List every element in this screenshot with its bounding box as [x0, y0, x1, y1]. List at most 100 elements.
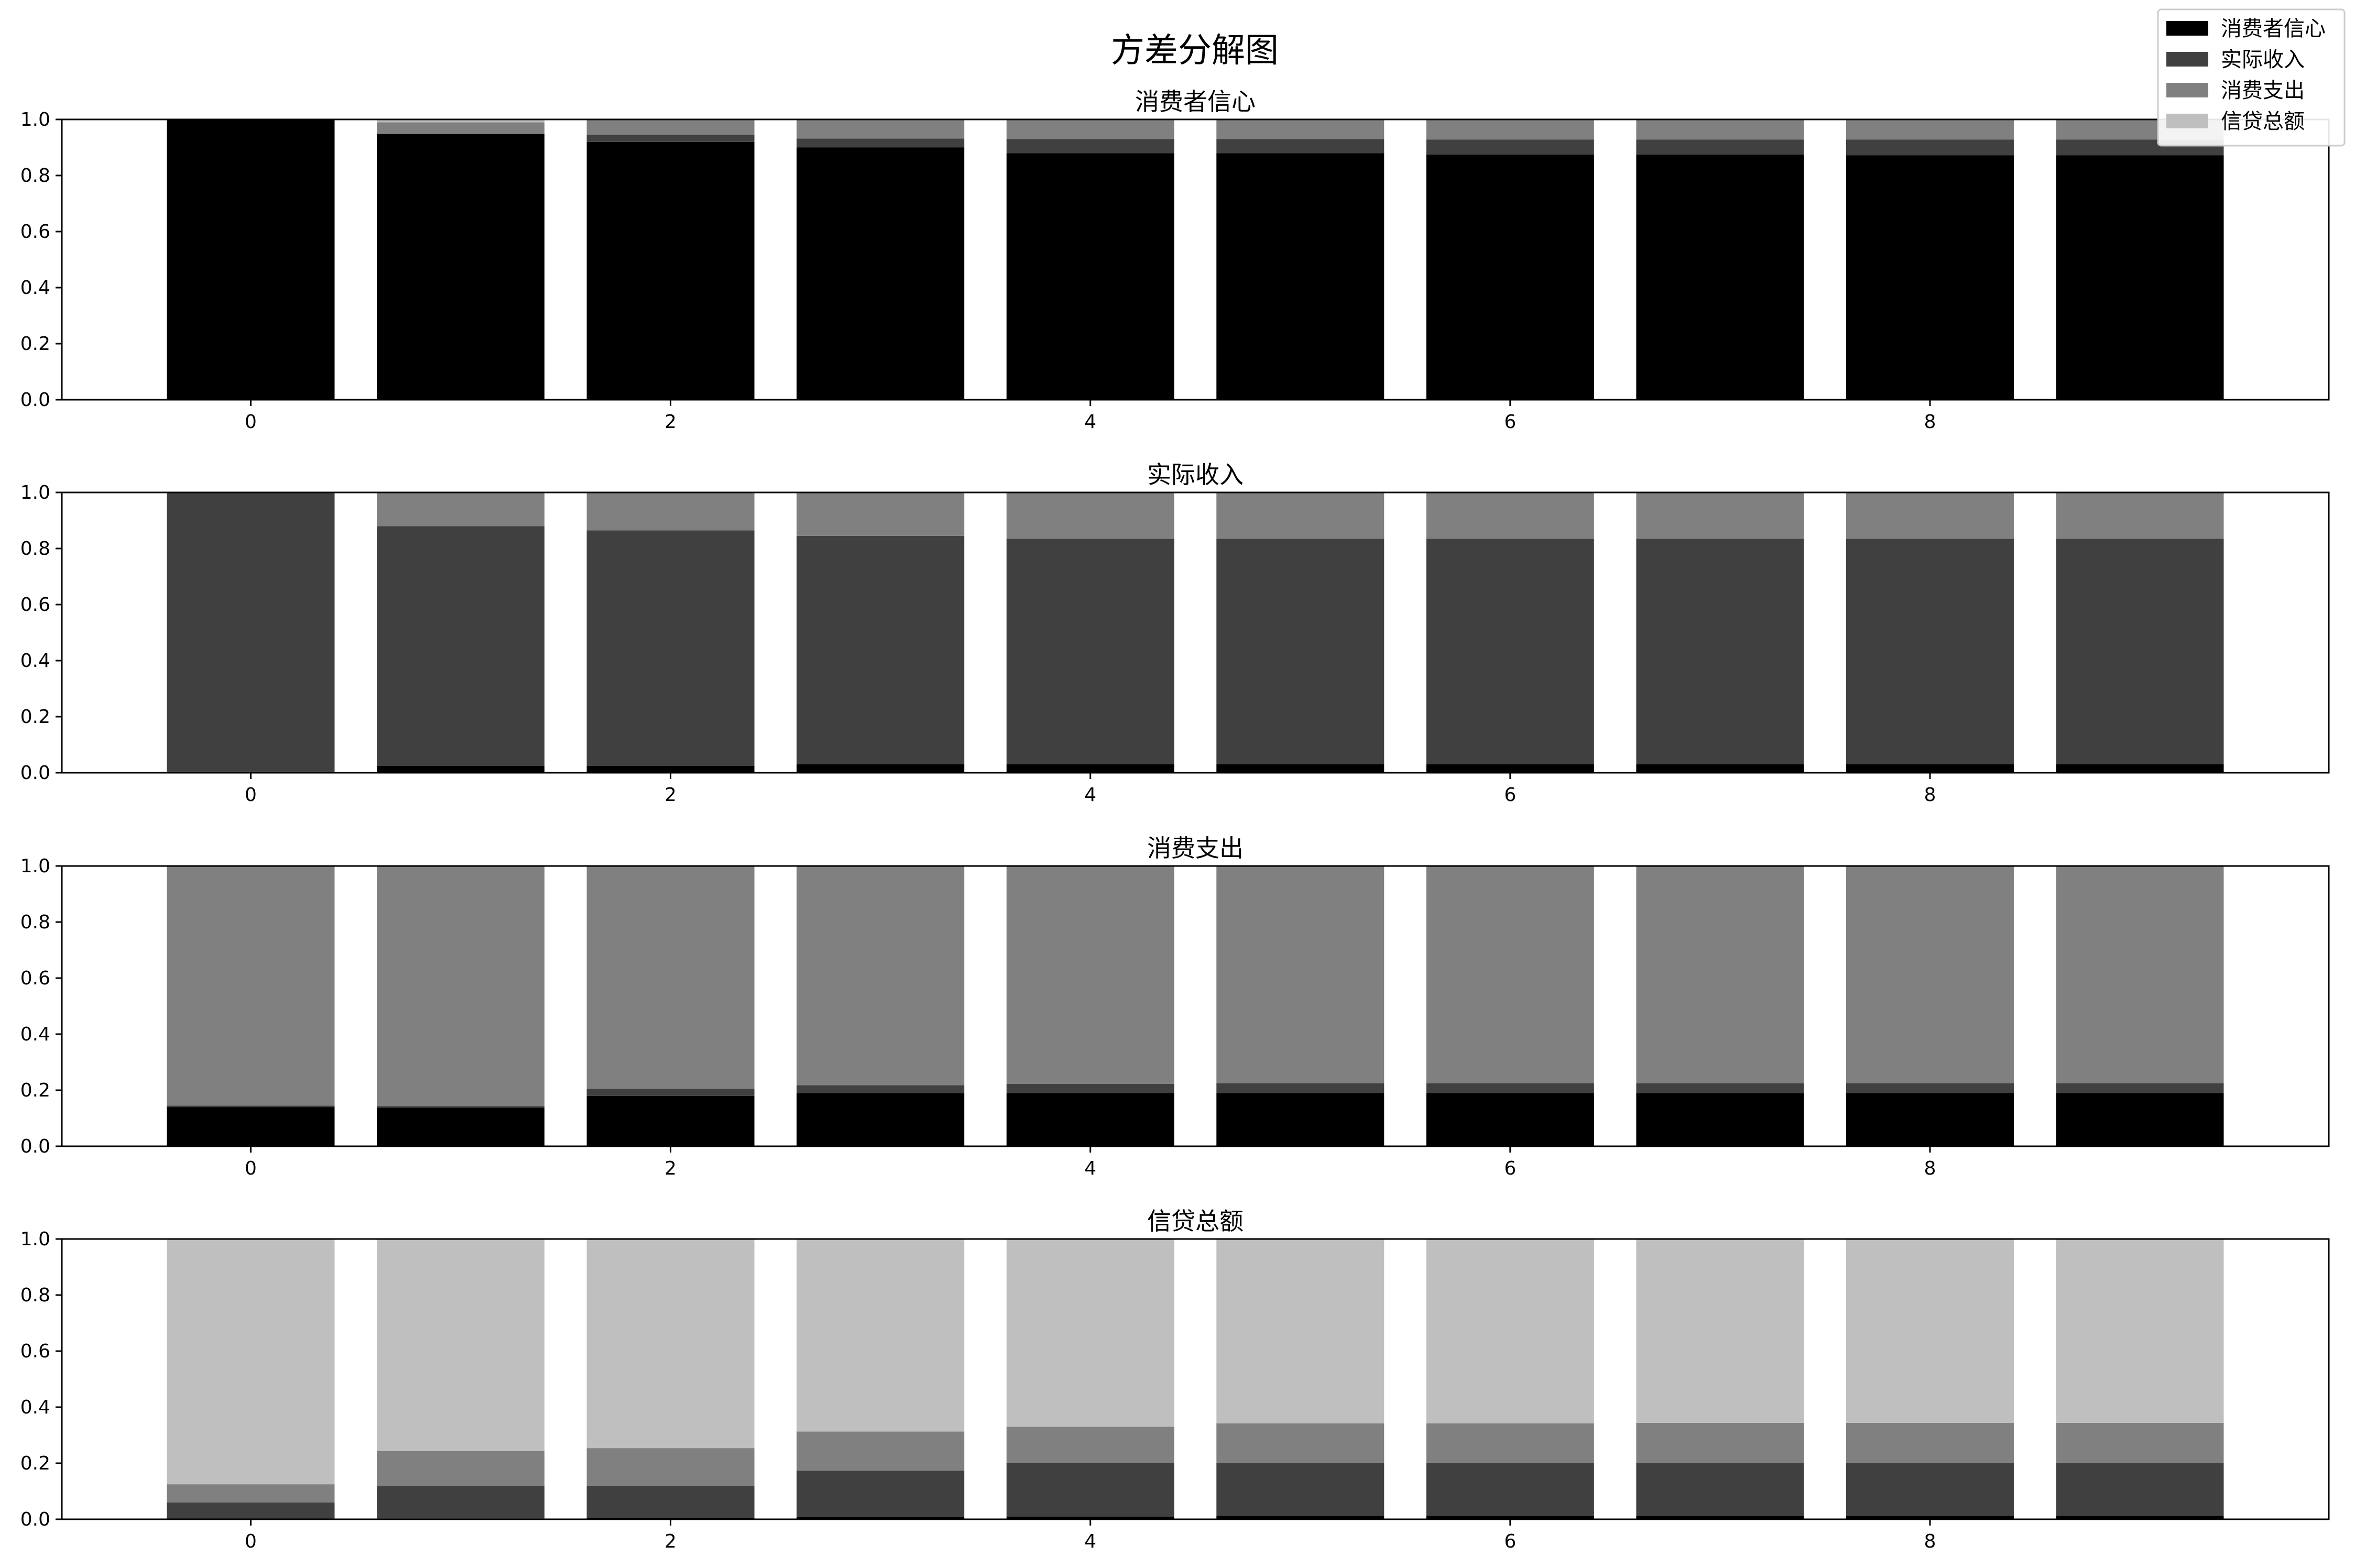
bar-4-x6-series-2	[1426, 1462, 1594, 1516]
bar-2-x2-series-2	[586, 530, 755, 766]
bar-4-x1-series-4	[377, 1239, 545, 1451]
x-tick-label-2: 2	[664, 411, 677, 433]
bar-3-x6-series-2	[1426, 1083, 1594, 1093]
bar-2-x5-series-3	[1216, 492, 1384, 539]
legend-swatch-3	[2166, 83, 2208, 97]
bar-4-x8-series-2	[1846, 1462, 2014, 1516]
bar-3-x9-series-1	[2056, 1093, 2224, 1146]
legend-swatch-2	[2166, 52, 2208, 67]
x-tick-label-8: 8	[1924, 411, 1936, 433]
bar-4-x3-series-1	[797, 1517, 965, 1519]
bar-3-x0-series-2	[167, 1105, 335, 1108]
bar-2-x7-series-2	[1636, 539, 1804, 764]
y-tick-label-0-0: 0.0	[20, 762, 50, 784]
x-tick-label-2: 2	[664, 1158, 677, 1179]
figure-title: 方差分解图	[1111, 31, 1279, 70]
x-tick-label-8: 8	[1924, 784, 1936, 806]
bar-4-x6-series-4	[1426, 1239, 1594, 1424]
bar-3-x9-series-2	[2056, 1083, 2224, 1093]
bar-3-x8-series-2	[1846, 1083, 2014, 1093]
panel-3: 消费支出 0.0 0.2 0.4 0.6 0.8 1.0 0 2 4 6 8	[20, 834, 2330, 1179]
bar-3-x7-series-2	[1636, 1083, 1804, 1093]
bar-2-x5-series-2	[1216, 539, 1384, 764]
y-tick-label-0-0: 0.0	[20, 389, 50, 411]
bar-4-x4-series-3	[1006, 1427, 1174, 1463]
y-tick-label-1-0: 1.0	[20, 1229, 50, 1250]
bar-4-x3-series-3	[797, 1431, 965, 1471]
x-tick-label-4: 4	[1084, 784, 1096, 806]
bar-3-x7-series-1	[1636, 1093, 1804, 1146]
bar-2-x3-series-1	[797, 764, 965, 773]
bar-4-x5-series-3	[1216, 1423, 1384, 1463]
bar-3-x0-series-3	[167, 866, 335, 1106]
bar-4-x4-series-1	[1006, 1516, 1174, 1519]
bar-3-x1-series-3	[377, 866, 545, 1106]
y-tick-label-0-4: 0.4	[20, 277, 50, 299]
bar-3-x3-series-3	[797, 866, 965, 1085]
bar-4-x2-series-3	[586, 1448, 755, 1486]
bar-4-x2-series-2	[586, 1486, 755, 1518]
y-tick-label-0-2: 0.2	[20, 1453, 50, 1474]
bar-2-x6-series-1	[1426, 764, 1594, 773]
y-tick-label-1-0: 1.0	[20, 109, 50, 130]
bar-1-x3-series-1	[797, 147, 965, 400]
legend-label-4: 信贷总额	[2221, 109, 2305, 134]
bar-1-x3-series-2	[797, 138, 965, 148]
y-tick-label-0-8: 0.8	[20, 1285, 50, 1306]
bar-4-x6-series-1	[1426, 1516, 1594, 1519]
bar-4-x1-series-2	[377, 1486, 545, 1519]
x-tick-label-0: 0	[245, 1158, 257, 1179]
bar-4-x8-series-3	[1846, 1422, 2014, 1463]
y-tick-label-0-6: 0.6	[20, 1341, 50, 1362]
panels: 消费者信心 0.0 0.2 0.4 0.6 0.8 1.0 0 2 4 6 8 实际收入 0.0 0.2 0.…	[20, 87, 2330, 1552]
axes-frame	[61, 865, 2330, 1147]
x-tick-label-2: 2	[664, 1531, 677, 1552]
y-tick-label-0-4: 0.4	[20, 1024, 50, 1045]
bar-4-x5-series-1	[1216, 1516, 1384, 1519]
bar-1-x5-series-1	[1216, 153, 1384, 400]
bar-4-x0-series-3	[167, 1484, 335, 1503]
x-tick-label-4: 4	[1084, 411, 1096, 433]
bar-2-x1-series-3	[377, 492, 545, 527]
bar-3-x5-series-1	[1216, 1093, 1384, 1146]
bar-1-x4-series-2	[1006, 139, 1174, 153]
bar-4-x7-series-4	[1636, 1239, 1804, 1423]
bar-2-x3-series-3	[797, 492, 965, 536]
y-tick-label-0-8: 0.8	[20, 538, 50, 560]
bar-4-x9-series-4	[2056, 1239, 2224, 1423]
bar-4-x6-series-3	[1426, 1423, 1594, 1463]
y-tick-label-1-0: 1.0	[20, 856, 50, 877]
panel-1: 消费者信心 0.0 0.2 0.4 0.6 0.8 1.0 0 2 4 6 8	[20, 87, 2330, 433]
x-tick-label-6: 6	[1504, 411, 1516, 433]
y-tick-label-0-8: 0.8	[20, 165, 50, 187]
bar-4-x1-series-3	[377, 1451, 545, 1486]
bar-3-x7-series-3	[1636, 866, 1804, 1083]
bar-4-x5-series-4	[1216, 1239, 1384, 1424]
bar-3-x2-series-3	[586, 866, 755, 1089]
bar-4-x7-series-1	[1636, 1516, 1804, 1519]
x-tick-label-0: 0	[245, 411, 257, 433]
bar-4-x0-series-2	[167, 1502, 335, 1519]
x-tick-label-6: 6	[1504, 784, 1516, 806]
bar-3-x2-series-2	[586, 1089, 755, 1096]
y-tick-label-0-2: 0.2	[20, 333, 50, 355]
bar-2-x2-series-3	[586, 492, 755, 531]
bar-4-x2-series-4	[586, 1239, 755, 1449]
bar-2-x0-series-2	[167, 492, 335, 772]
x-tick-label-8: 8	[1924, 1158, 1936, 1179]
y-tick-label-0-4: 0.4	[20, 650, 50, 672]
y-tick-label-0-2: 0.2	[20, 706, 50, 728]
bar-1-x6-series-2	[1426, 139, 1594, 155]
y-tick-label-0-4: 0.4	[20, 1397, 50, 1418]
bar-4-x8-series-4	[1846, 1239, 2014, 1423]
bar-1-x7-series-2	[1636, 139, 1804, 155]
bar-4-x5-series-2	[1216, 1462, 1384, 1516]
axes-frame	[61, 1238, 2330, 1520]
legend-label-1: 消费者信心	[2221, 17, 2326, 41]
y-tick-label-0-2: 0.2	[20, 1080, 50, 1101]
bar-3-x5-series-2	[1216, 1083, 1384, 1093]
bar-2-x7-series-3	[1636, 492, 1804, 539]
bar-2-x8-series-3	[1846, 492, 2014, 539]
panel-4: 信贷总额 0.0 0.2 0.4 0.6 0.8 1.0 0 2 4 6 8	[20, 1207, 2330, 1552]
bar-3-x5-series-3	[1216, 866, 1384, 1083]
